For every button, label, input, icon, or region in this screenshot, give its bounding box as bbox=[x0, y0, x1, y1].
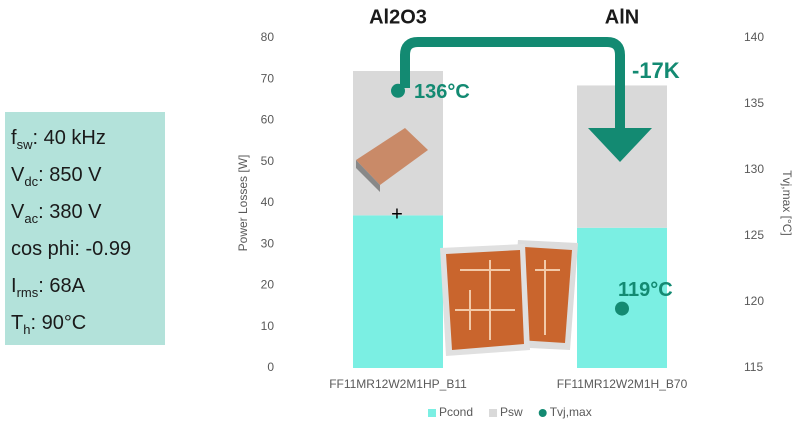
y-tick-label: 40 bbox=[261, 195, 275, 209]
y-tick-label: 60 bbox=[261, 113, 275, 127]
parameter-subscript: h bbox=[23, 322, 31, 337]
parameter: cos phi: -0.99 bbox=[11, 231, 165, 268]
x-tick-label: FF11MR12W2M1HP_B11 bbox=[329, 377, 467, 391]
legend-marker bbox=[428, 409, 436, 417]
y-tick-label: 50 bbox=[261, 154, 275, 168]
y2-tick-label: 120 bbox=[744, 294, 764, 308]
parameter-symbol: f bbox=[11, 127, 17, 149]
y2-tick-label: 115 bbox=[744, 360, 763, 374]
parameter: Vdc: 850 V bbox=[11, 157, 165, 194]
tvj-point bbox=[391, 83, 405, 98]
arrow-head bbox=[588, 128, 652, 162]
parameter-value: : 380 V bbox=[38, 201, 102, 223]
y-tick-label: 0 bbox=[267, 360, 274, 374]
parameter-value: : 850 V bbox=[38, 164, 102, 186]
parameter-subscript: dc bbox=[24, 174, 39, 189]
category-title: Al2O3 bbox=[369, 6, 427, 28]
bar-segment bbox=[353, 215, 443, 368]
parameter-symbol: I bbox=[11, 275, 17, 297]
y2-tick-label: 140 bbox=[744, 30, 764, 44]
annotation: -17K bbox=[632, 58, 680, 83]
parameter-symbol: T bbox=[11, 312, 24, 334]
y-tick-label: 20 bbox=[261, 278, 275, 292]
y-tick-label: 10 bbox=[261, 319, 275, 333]
y2-tick-label: 135 bbox=[744, 96, 764, 110]
legend-label: Tvj,max bbox=[550, 405, 592, 419]
parameter: Vac: 380 V bbox=[11, 194, 165, 231]
tvj-point bbox=[615, 301, 629, 316]
data-label: 136°C bbox=[414, 81, 470, 103]
parameter-value: : 68A bbox=[38, 275, 85, 297]
parameter-subscript: rms bbox=[16, 285, 39, 300]
arrow bbox=[400, 37, 625, 130]
parameter-symbol: cos phi: -0.99 bbox=[11, 238, 132, 260]
data-label: 119°C bbox=[618, 279, 673, 301]
legend-marker bbox=[538, 409, 547, 417]
y-tick-label: 70 bbox=[261, 71, 275, 85]
y2-axis-label: Tvj,max [°C] bbox=[780, 170, 794, 235]
parameter-value: : 40 kHz bbox=[32, 127, 106, 149]
parameter-symbol: V bbox=[11, 164, 25, 186]
y-tick-label: 30 bbox=[261, 236, 275, 250]
substrate-image bbox=[356, 128, 578, 356]
y-axis-label: Power Losses [W] bbox=[236, 155, 250, 252]
parameter-subscript: sw bbox=[16, 137, 33, 152]
parameter: Irms: 68A bbox=[11, 268, 165, 305]
parameter: Th: 90°C bbox=[11, 305, 165, 342]
legend-label: Psw bbox=[500, 405, 523, 419]
y2-tick-label: 125 bbox=[744, 228, 764, 242]
y-tick-label: 80 bbox=[261, 30, 275, 44]
legend-marker bbox=[489, 409, 498, 417]
parameter-symbol: V bbox=[11, 201, 25, 223]
plus-sign: + bbox=[391, 203, 403, 225]
parameter-value: : 90°C bbox=[30, 312, 87, 334]
legend-label: Pcond bbox=[439, 405, 473, 419]
plot bbox=[353, 71, 667, 368]
bar-segment bbox=[577, 227, 667, 368]
x-tick-label: FF11MR12W2M1H_B70 bbox=[557, 377, 688, 391]
category-title: AlN bbox=[605, 6, 639, 28]
parameter-subscript: ac bbox=[24, 211, 39, 226]
y2-tick-label: 130 bbox=[744, 162, 764, 176]
parameter: fsw: 40 kHz bbox=[11, 120, 165, 157]
